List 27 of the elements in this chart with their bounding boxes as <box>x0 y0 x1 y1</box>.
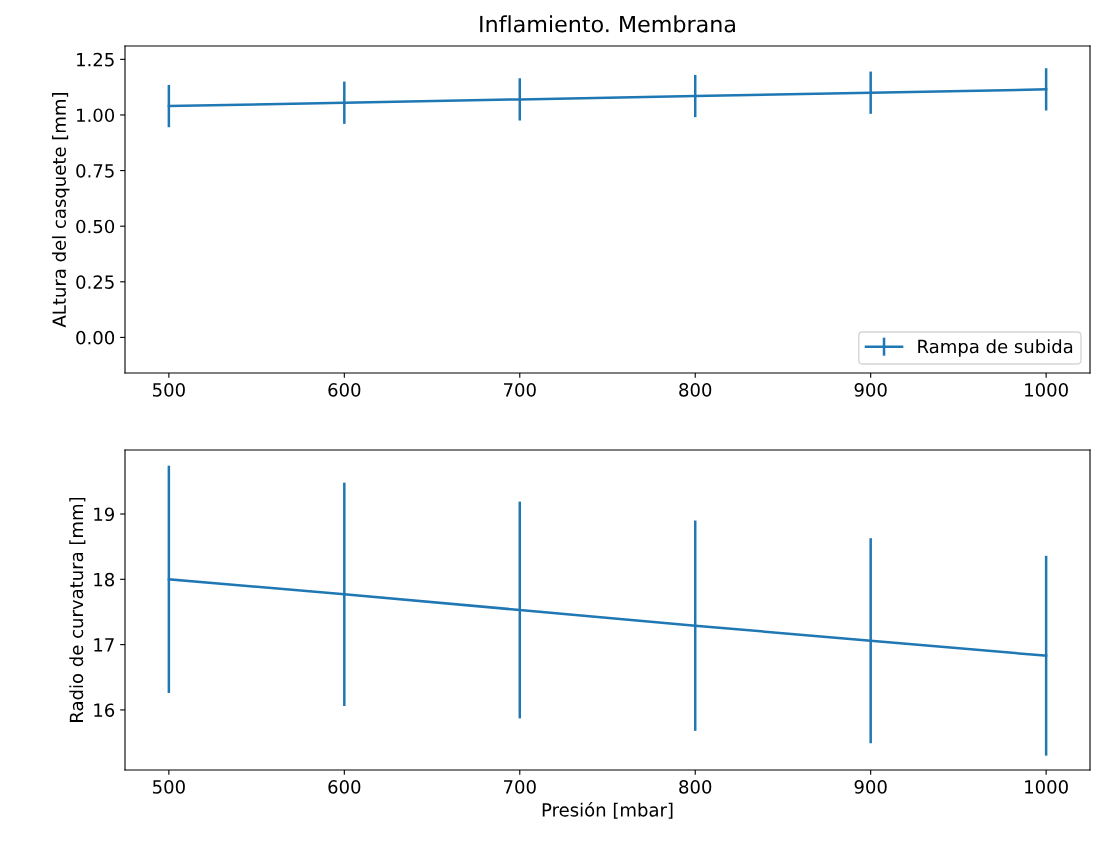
x-tick-label: 700 <box>504 383 536 397</box>
y-axis-title: ALtura del casquete [mm] <box>52 93 70 328</box>
legend-label: Rampa de subida <box>918 339 1073 357</box>
y-tick-label: 17 <box>94 638 114 652</box>
x-tick-label: 800 <box>679 383 712 397</box>
y-axis-title: Radio de curvatura [mm] <box>69 497 86 722</box>
y-tick-label: 19 <box>94 507 115 522</box>
y-tick-label: 0.25 <box>76 275 114 289</box>
y-tick-label: 0.00 <box>76 330 115 345</box>
y-tick-label: 0.75 <box>76 164 114 178</box>
x-tick-label: 600 <box>328 780 361 794</box>
chart-title: Inflamiento. Membrana <box>480 15 735 33</box>
y-tick-label: 1.25 <box>77 52 114 67</box>
x-tick-label: 900 <box>854 780 887 794</box>
y-tick-label: 16 <box>94 703 115 718</box>
x-tick-label: 900 <box>854 383 887 397</box>
x-tick-label: 500 <box>153 383 185 397</box>
x-tick-label: 700 <box>504 780 536 794</box>
y-tick-label: 18 <box>94 572 115 587</box>
x-tick-label: 1000 <box>1025 780 1068 794</box>
y-tick-label: 0.50 <box>76 219 115 234</box>
x-tick-label: 600 <box>328 383 361 397</box>
x-tick-label: 500 <box>153 780 185 794</box>
y-tick-label: 1.00 <box>77 108 115 123</box>
x-tick-label: 1000 <box>1025 383 1068 397</box>
x-tick-label: 800 <box>679 780 712 794</box>
x-axis-title: Presión [mbar] <box>542 802 673 819</box>
